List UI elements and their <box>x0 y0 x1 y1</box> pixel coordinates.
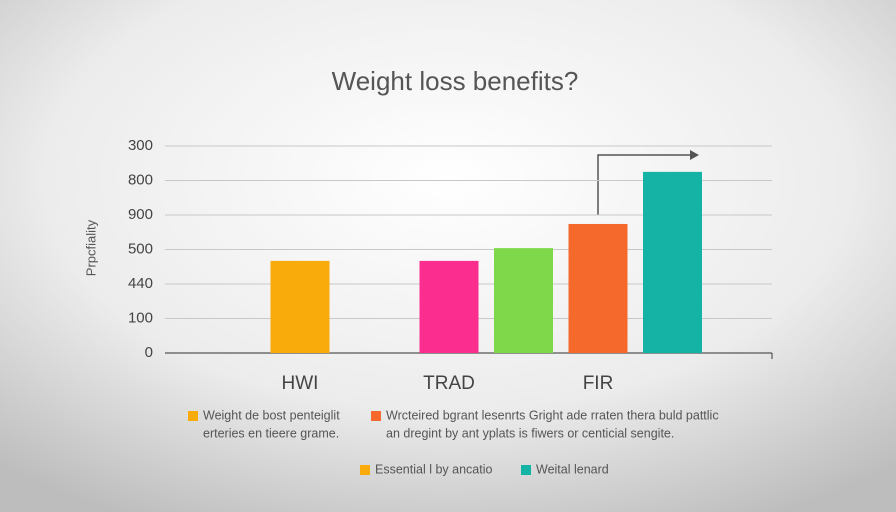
legend-text: erteries en tieere grame. <box>203 426 339 440</box>
legend-text: an dregint by ant yplats is fiwers or ce… <box>386 426 674 440</box>
y-tick-label: 900 <box>128 206 153 223</box>
x-tick-label: TRAD <box>423 373 475 394</box>
x-tick-label: FIR <box>583 373 614 394</box>
bar <box>494 248 553 353</box>
legend-swatch <box>371 411 381 421</box>
x-tick-label: HWI <box>282 373 319 394</box>
legend-text: Essential l by ancatio <box>375 462 492 476</box>
annotation-arrow <box>597 154 692 215</box>
chart-title: Weight loss benefits? <box>332 66 579 96</box>
legend-text: Weight de bost penteiglit <box>203 408 340 422</box>
legend-swatch <box>188 411 198 421</box>
y-tick-label: 0 <box>145 344 153 361</box>
arrow-head <box>690 150 699 160</box>
y-tick-label: 300 <box>128 137 153 154</box>
y-tick-label: 100 <box>128 309 153 326</box>
legend-text: Weital lenard <box>536 462 609 476</box>
legend-swatch <box>360 465 370 475</box>
bar <box>568 223 628 353</box>
y-tick-label: 440 <box>128 275 153 292</box>
bar <box>643 171 702 353</box>
y-tick-label: 800 <box>128 171 153 188</box>
bar <box>419 260 479 353</box>
bar <box>270 260 330 353</box>
legend-swatch <box>521 465 531 475</box>
y-tick-label: 500 <box>128 240 153 257</box>
legend-text: Wrcteired bgrant lesenrts Gright ade rra… <box>386 408 719 422</box>
y-axis-label: Prpcfiality <box>83 219 98 276</box>
